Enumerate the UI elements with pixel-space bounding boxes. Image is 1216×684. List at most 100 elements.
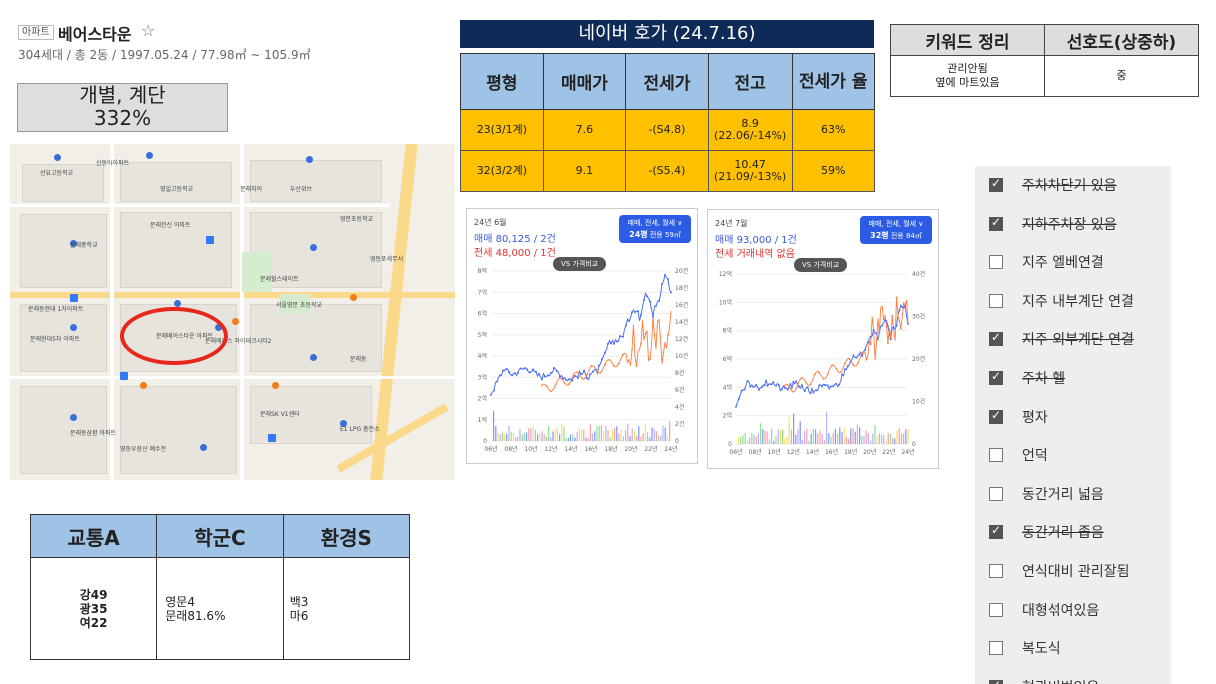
sale-point	[646, 295, 648, 298]
trade-type-dropdown[interactable]: 매매, 전세, 월세 ∨ 32평 전용 84㎡	[860, 216, 932, 244]
checklist-item[interactable]: 연식대비 관리잘됨	[975, 560, 1171, 584]
map-poi-icon[interactable]	[54, 154, 61, 161]
rent-point	[844, 362, 846, 365]
sale-point	[866, 341, 869, 344]
y-tick-label: 4억	[478, 352, 487, 360]
map-poi-icon[interactable]	[140, 382, 147, 389]
sale-point	[625, 324, 627, 327]
map-poi-icon[interactable]	[310, 244, 317, 251]
volume-bar	[903, 433, 905, 444]
checkbox[interactable]	[989, 215, 1003, 231]
rent-point	[581, 377, 584, 380]
checkbox[interactable]	[989, 448, 1003, 463]
checklist-item[interactable]: 지주 내부계단 연결	[975, 290, 1171, 314]
volume-bar	[565, 437, 567, 441]
trade-type-dropdown[interactable]: 매매, 전세, 월세 ∨ 24평 전용 59㎡	[619, 215, 691, 243]
checkbox[interactable]	[989, 486, 1003, 501]
checklist-item[interactable]: 동간거리 넓음	[975, 483, 1171, 507]
checklist-item[interactable]: 언덕	[975, 444, 1171, 468]
bus-stop-icon[interactable]	[70, 294, 78, 302]
checklist-item[interactable]: 대형섞여있음	[975, 599, 1171, 623]
chart-date: 24년 7월	[715, 219, 748, 228]
compare-button[interactable]: VS 가격비교	[794, 258, 848, 272]
volume-bar	[773, 440, 775, 444]
checkbox[interactable]	[989, 330, 1003, 347]
rent-point	[653, 334, 656, 336]
sale-point	[619, 335, 621, 338]
favorite-star-icon[interactable]: ☆	[141, 21, 156, 40]
checkbox[interactable]	[989, 523, 1003, 540]
sale-point	[849, 360, 852, 363]
volume-bar	[848, 438, 850, 444]
compare-button[interactable]: VS 가격비교	[553, 257, 607, 271]
cell-ratio: 63%	[791, 109, 875, 151]
map-block	[20, 386, 107, 474]
map-poi-icon[interactable]	[350, 294, 357, 301]
checklist-item[interactable]: 평자	[975, 406, 1171, 430]
location-map[interactable]: 신동아아파트 문래베어스타운 아파트 문래에이스 하이테크시티2 문래동현대 1…	[10, 144, 455, 480]
volume-bar	[812, 429, 814, 444]
checkbox[interactable]	[989, 255, 1003, 270]
sale-point	[812, 391, 815, 394]
checklist-item[interactable]: 지하주차장 있음	[975, 213, 1171, 237]
checklist-item[interactable]: 주차차단기 있음	[975, 174, 1171, 198]
checkbox[interactable]	[989, 408, 1003, 424]
checklist-item[interactable]: 주차 헬	[975, 367, 1171, 391]
map-poi-icon[interactable]	[340, 420, 347, 427]
map-poi-icon[interactable]	[70, 240, 77, 247]
checklist-label: 주차차단기 있음	[1022, 178, 1117, 194]
y2-tick-label: 10건	[675, 352, 688, 360]
volume-bar	[801, 439, 803, 444]
property-summary: 304세대 / 총 2동 / 1997.05.24 / 77.98㎡ ~ 105…	[18, 48, 311, 62]
checkbox[interactable]	[989, 602, 1003, 617]
checkbox[interactable]	[989, 293, 1003, 308]
map-poi-icon[interactable]	[70, 414, 77, 421]
rent-point	[572, 373, 575, 376]
map-label: 문래동현대 1차아파트	[28, 306, 84, 313]
sale-point	[664, 273, 666, 276]
sale-point	[502, 369, 504, 372]
volume-bar	[830, 436, 832, 444]
score-table: 교통A 학군C 환경S 강49 광35 여22 영문4 문래81.6% 백3 마…	[29, 514, 411, 660]
volume-bar	[541, 431, 543, 441]
map-poi-icon[interactable]	[310, 354, 317, 361]
x-tick-label: 12년	[787, 448, 800, 456]
checkbox[interactable]	[989, 369, 1003, 385]
map-block	[120, 386, 237, 474]
map-poi-icon[interactable]	[306, 156, 313, 163]
rent-point	[822, 377, 825, 380]
checkbox[interactable]	[989, 641, 1003, 656]
bus-stop-icon[interactable]	[120, 372, 128, 380]
map-poi-icon[interactable]	[146, 152, 153, 159]
x-tick-label: 16년	[584, 445, 597, 453]
map-poi-icon[interactable]	[174, 300, 181, 307]
volume-bar	[506, 433, 508, 441]
volume-bar	[605, 425, 607, 441]
map-poi-icon[interactable]	[272, 382, 279, 389]
map-poi-icon[interactable]	[200, 444, 207, 451]
checklist-item[interactable]: 복도식	[975, 637, 1171, 661]
bus-stop-icon[interactable]	[268, 434, 276, 442]
sale-point	[757, 388, 760, 391]
rent-point	[801, 376, 803, 379]
volume-bar	[493, 410, 495, 441]
sale-point	[604, 351, 606, 354]
x-tick-label: 18년	[604, 445, 617, 453]
sale-point	[655, 304, 657, 307]
volume-bar	[828, 433, 830, 444]
map-poi-icon[interactable]	[70, 324, 77, 331]
volume-bar	[561, 424, 563, 441]
checklist-item[interactable]: 현관비번있음	[975, 676, 1171, 684]
checklist-item[interactable]: 지주 엘베연결	[975, 251, 1171, 275]
checklist-item[interactable]: 지주 외부계단 연결	[975, 328, 1171, 352]
checklist-item[interactable]: 동간거리 좁음	[975, 521, 1171, 545]
keyword-table: 키워드 정리 선호도(상중하) 관리안됨 옆에 마트있음 중	[890, 24, 1200, 97]
checkbox[interactable]	[989, 678, 1003, 684]
bus-stop-icon[interactable]	[206, 236, 214, 244]
sale-point	[544, 375, 546, 378]
checkbox[interactable]	[989, 176, 1003, 192]
checkbox[interactable]	[989, 564, 1003, 578]
col-sale: 매매가	[542, 53, 627, 110]
map-poi-icon[interactable]	[232, 318, 239, 325]
rent-point	[891, 314, 894, 317]
